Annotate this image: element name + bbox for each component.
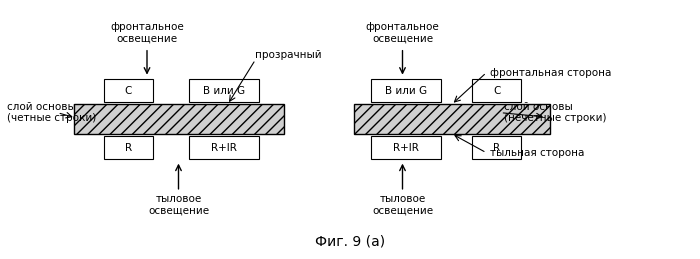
Text: R+IR: R+IR xyxy=(393,143,419,153)
Text: C: C xyxy=(494,85,500,96)
Text: прозрачный: прозрачный xyxy=(256,49,322,60)
Text: тыловое
освещение: тыловое освещение xyxy=(372,194,433,216)
Text: тыльная сторона: тыльная сторона xyxy=(490,148,584,158)
Bar xyxy=(189,79,259,102)
Bar xyxy=(104,79,153,102)
Text: тыловое
освещение: тыловое освещение xyxy=(148,194,209,216)
Text: R+IR: R+IR xyxy=(211,143,237,153)
Text: В или G: В или G xyxy=(203,85,245,96)
Text: R: R xyxy=(125,143,132,153)
Text: фронтальная сторона: фронтальная сторона xyxy=(490,68,611,77)
Text: фронтальное
освещение: фронтальное освещение xyxy=(365,22,440,44)
Bar xyxy=(371,136,441,159)
Bar xyxy=(473,79,522,102)
Bar xyxy=(104,136,153,159)
Text: R: R xyxy=(494,143,500,153)
Text: слой основы
(четные строки): слой основы (четные строки) xyxy=(7,102,97,124)
Bar xyxy=(371,79,441,102)
Bar xyxy=(189,136,259,159)
Text: слой основы
(нечетные строки): слой основы (нечетные строки) xyxy=(504,102,606,124)
Text: C: C xyxy=(125,85,132,96)
Bar xyxy=(74,104,284,134)
Bar xyxy=(354,104,550,134)
Text: В или G: В или G xyxy=(385,85,427,96)
Bar xyxy=(473,136,522,159)
Text: фронтальное
освещение: фронтальное освещение xyxy=(110,22,184,44)
Text: Фиг. 9 (a): Фиг. 9 (a) xyxy=(315,235,385,249)
